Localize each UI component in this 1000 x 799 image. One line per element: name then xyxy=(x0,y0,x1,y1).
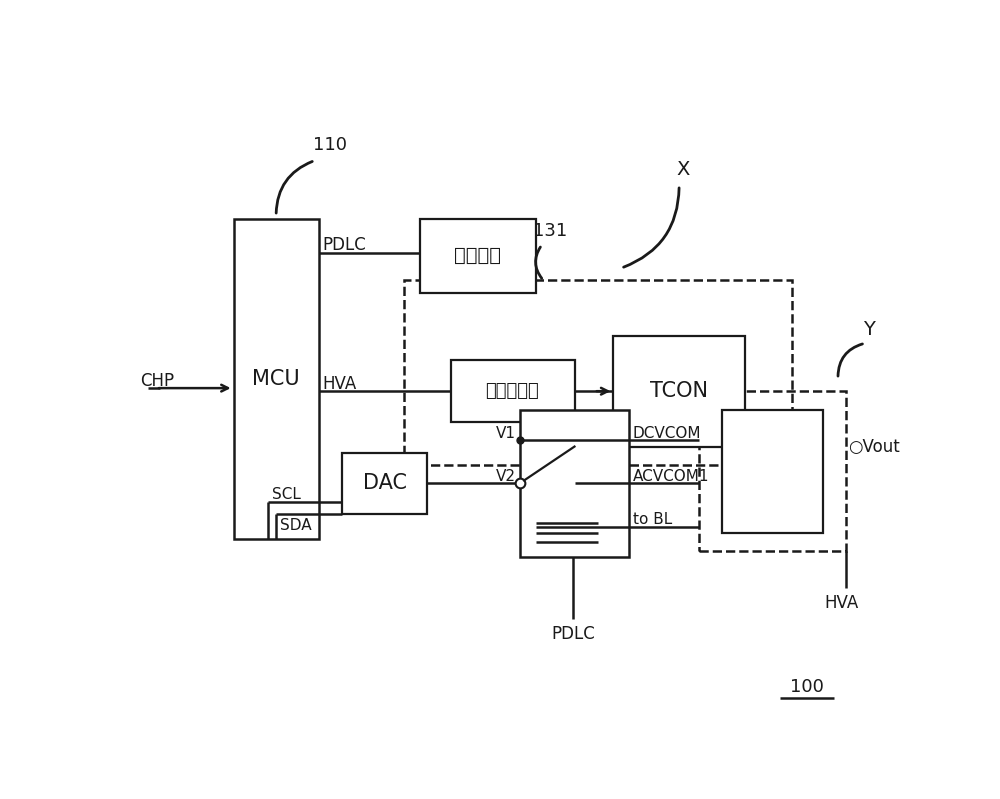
Text: 100: 100 xyxy=(790,678,824,695)
Text: MCU: MCU xyxy=(252,369,300,389)
Text: 110: 110 xyxy=(313,136,347,154)
Text: TCON: TCON xyxy=(650,381,708,401)
Text: CHP: CHP xyxy=(140,372,175,390)
FancyArrowPatch shape xyxy=(276,161,312,213)
Text: V2: V2 xyxy=(496,468,516,483)
FancyArrowPatch shape xyxy=(624,188,679,267)
Text: HVA: HVA xyxy=(825,594,859,612)
Text: ACVCOM1: ACVCOM1 xyxy=(633,468,709,483)
Text: PDLC: PDLC xyxy=(323,237,366,254)
FancyArrowPatch shape xyxy=(536,247,542,278)
FancyBboxPatch shape xyxy=(420,219,536,292)
FancyBboxPatch shape xyxy=(613,336,745,447)
Text: DAC: DAC xyxy=(363,474,407,494)
Text: SCL: SCL xyxy=(272,487,301,502)
Text: 电平转换器: 电平转换器 xyxy=(486,382,539,400)
Text: ○Vout: ○Vout xyxy=(848,438,900,455)
FancyBboxPatch shape xyxy=(722,410,822,533)
FancyBboxPatch shape xyxy=(342,453,427,515)
Text: Y: Y xyxy=(863,320,875,339)
FancyBboxPatch shape xyxy=(520,410,629,558)
Text: 131: 131 xyxy=(533,222,567,240)
Text: V1: V1 xyxy=(496,426,516,440)
Text: X: X xyxy=(676,161,690,179)
Text: SDA: SDA xyxy=(280,518,312,533)
FancyBboxPatch shape xyxy=(234,219,319,539)
FancyBboxPatch shape xyxy=(450,360,574,422)
Text: HVA: HVA xyxy=(323,375,357,393)
Text: DCVCOM: DCVCOM xyxy=(633,426,701,440)
Text: 执行单元: 执行单元 xyxy=(454,246,501,265)
Text: PDLC: PDLC xyxy=(551,625,595,643)
FancyArrowPatch shape xyxy=(838,344,862,376)
Text: to BL: to BL xyxy=(633,511,672,527)
